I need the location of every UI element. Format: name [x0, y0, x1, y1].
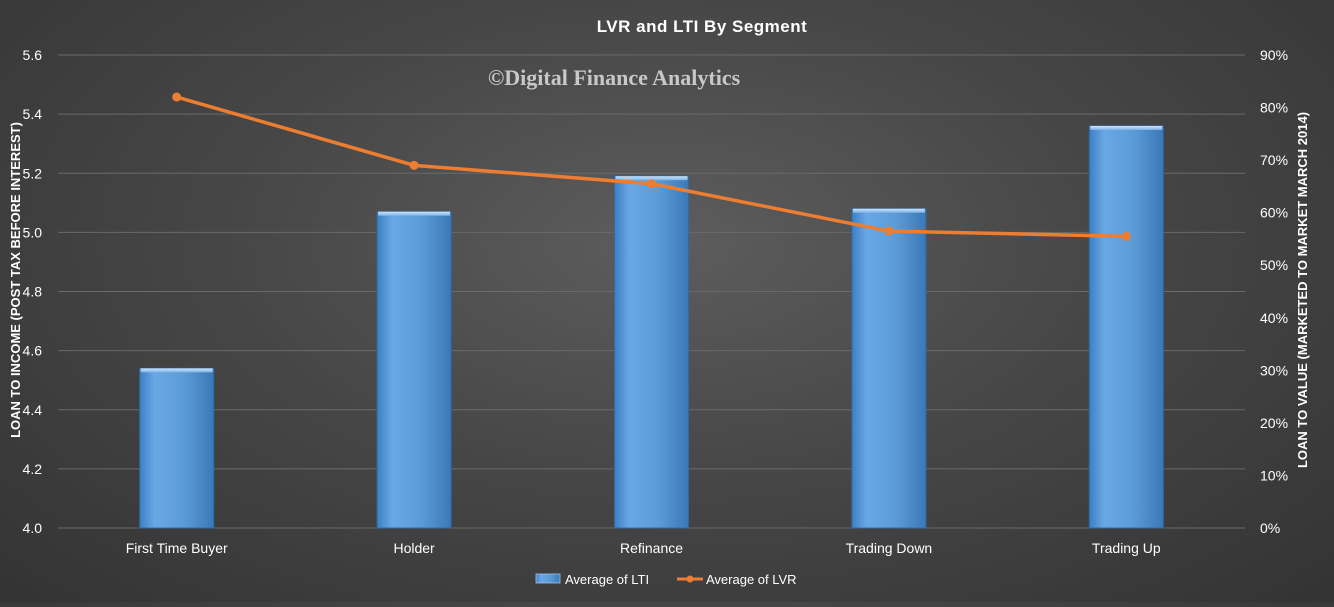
x-tick-label: Trading Down [846, 540, 933, 556]
y-tick-label: 4.2 [23, 461, 43, 477]
y2-tick-label: 60% [1260, 205, 1288, 221]
y-tick-label: 4.4 [23, 402, 43, 418]
y2-tick-label: 30% [1260, 362, 1288, 378]
legend-swatch-lti [535, 573, 561, 584]
legend-label-lvr: Average of LVR [706, 572, 797, 587]
chart-title: LVR and LTI By Segment [597, 17, 808, 36]
y-axis-label: LOAN TO INCOME (POST TAX BEFORE INTEREST… [8, 122, 23, 438]
legend-swatch-lvr-marker [686, 575, 694, 583]
lvr-point [884, 226, 894, 236]
line-series [172, 92, 1131, 241]
lvr-point [409, 160, 419, 170]
y-tick-label: 5.4 [23, 106, 43, 122]
bar [851, 208, 927, 529]
y-tick-label: 5.2 [23, 165, 43, 181]
bar [376, 211, 452, 529]
bar [614, 175, 689, 529]
x-tick-label: Holder [393, 540, 435, 556]
lvr-point [1121, 231, 1131, 241]
legend-label-lti: Average of LTI [565, 572, 649, 587]
x-tick-label: Refinance [620, 540, 683, 556]
bar-top-highlight [378, 211, 451, 216]
watermark-text: ©Digital Finance Analytics [488, 65, 741, 90]
y2-tick-label: 40% [1260, 310, 1288, 326]
axes: 4.0 4.2 4.4 4.6 4.8 5.0 5.2 5.4 5.6 0% 10% 20% 30% 40… [23, 47, 1289, 556]
y2-axis-label: LOAN TO VALUE (MARKETED TO MARKET MARCH … [1295, 112, 1310, 468]
y2-tick-label: 80% [1260, 100, 1288, 116]
bar-top-highlight [1090, 125, 1163, 130]
x-tick-label: Trading Up [1092, 540, 1161, 556]
bar-top-highlight [140, 368, 213, 373]
bar [139, 367, 215, 529]
bar-top-highlight [615, 176, 688, 181]
y2-tick-label: 70% [1260, 152, 1288, 168]
y-tick-label: 5.0 [23, 224, 43, 240]
lvr-point [647, 179, 656, 189]
y2-tick-label: 50% [1260, 257, 1288, 273]
bar [1088, 125, 1164, 529]
bar-series [139, 125, 1164, 529]
bar-top-highlight [852, 208, 925, 213]
y2-tick-label: 0% [1260, 520, 1280, 536]
lvr-point [172, 92, 182, 102]
legend: Average of LTI Average of LVR [535, 572, 797, 587]
y-tick-label: 5.6 [23, 47, 43, 63]
y-tick-label: 4.6 [23, 343, 43, 359]
y2-tick-label: 20% [1260, 415, 1288, 431]
x-tick-label: First Time Buyer [126, 540, 228, 556]
y2-tick-label: 90% [1260, 47, 1288, 63]
y-tick-label: 4.0 [23, 520, 43, 536]
y-tick-label: 4.8 [23, 284, 43, 300]
y2-tick-label: 10% [1260, 467, 1288, 483]
